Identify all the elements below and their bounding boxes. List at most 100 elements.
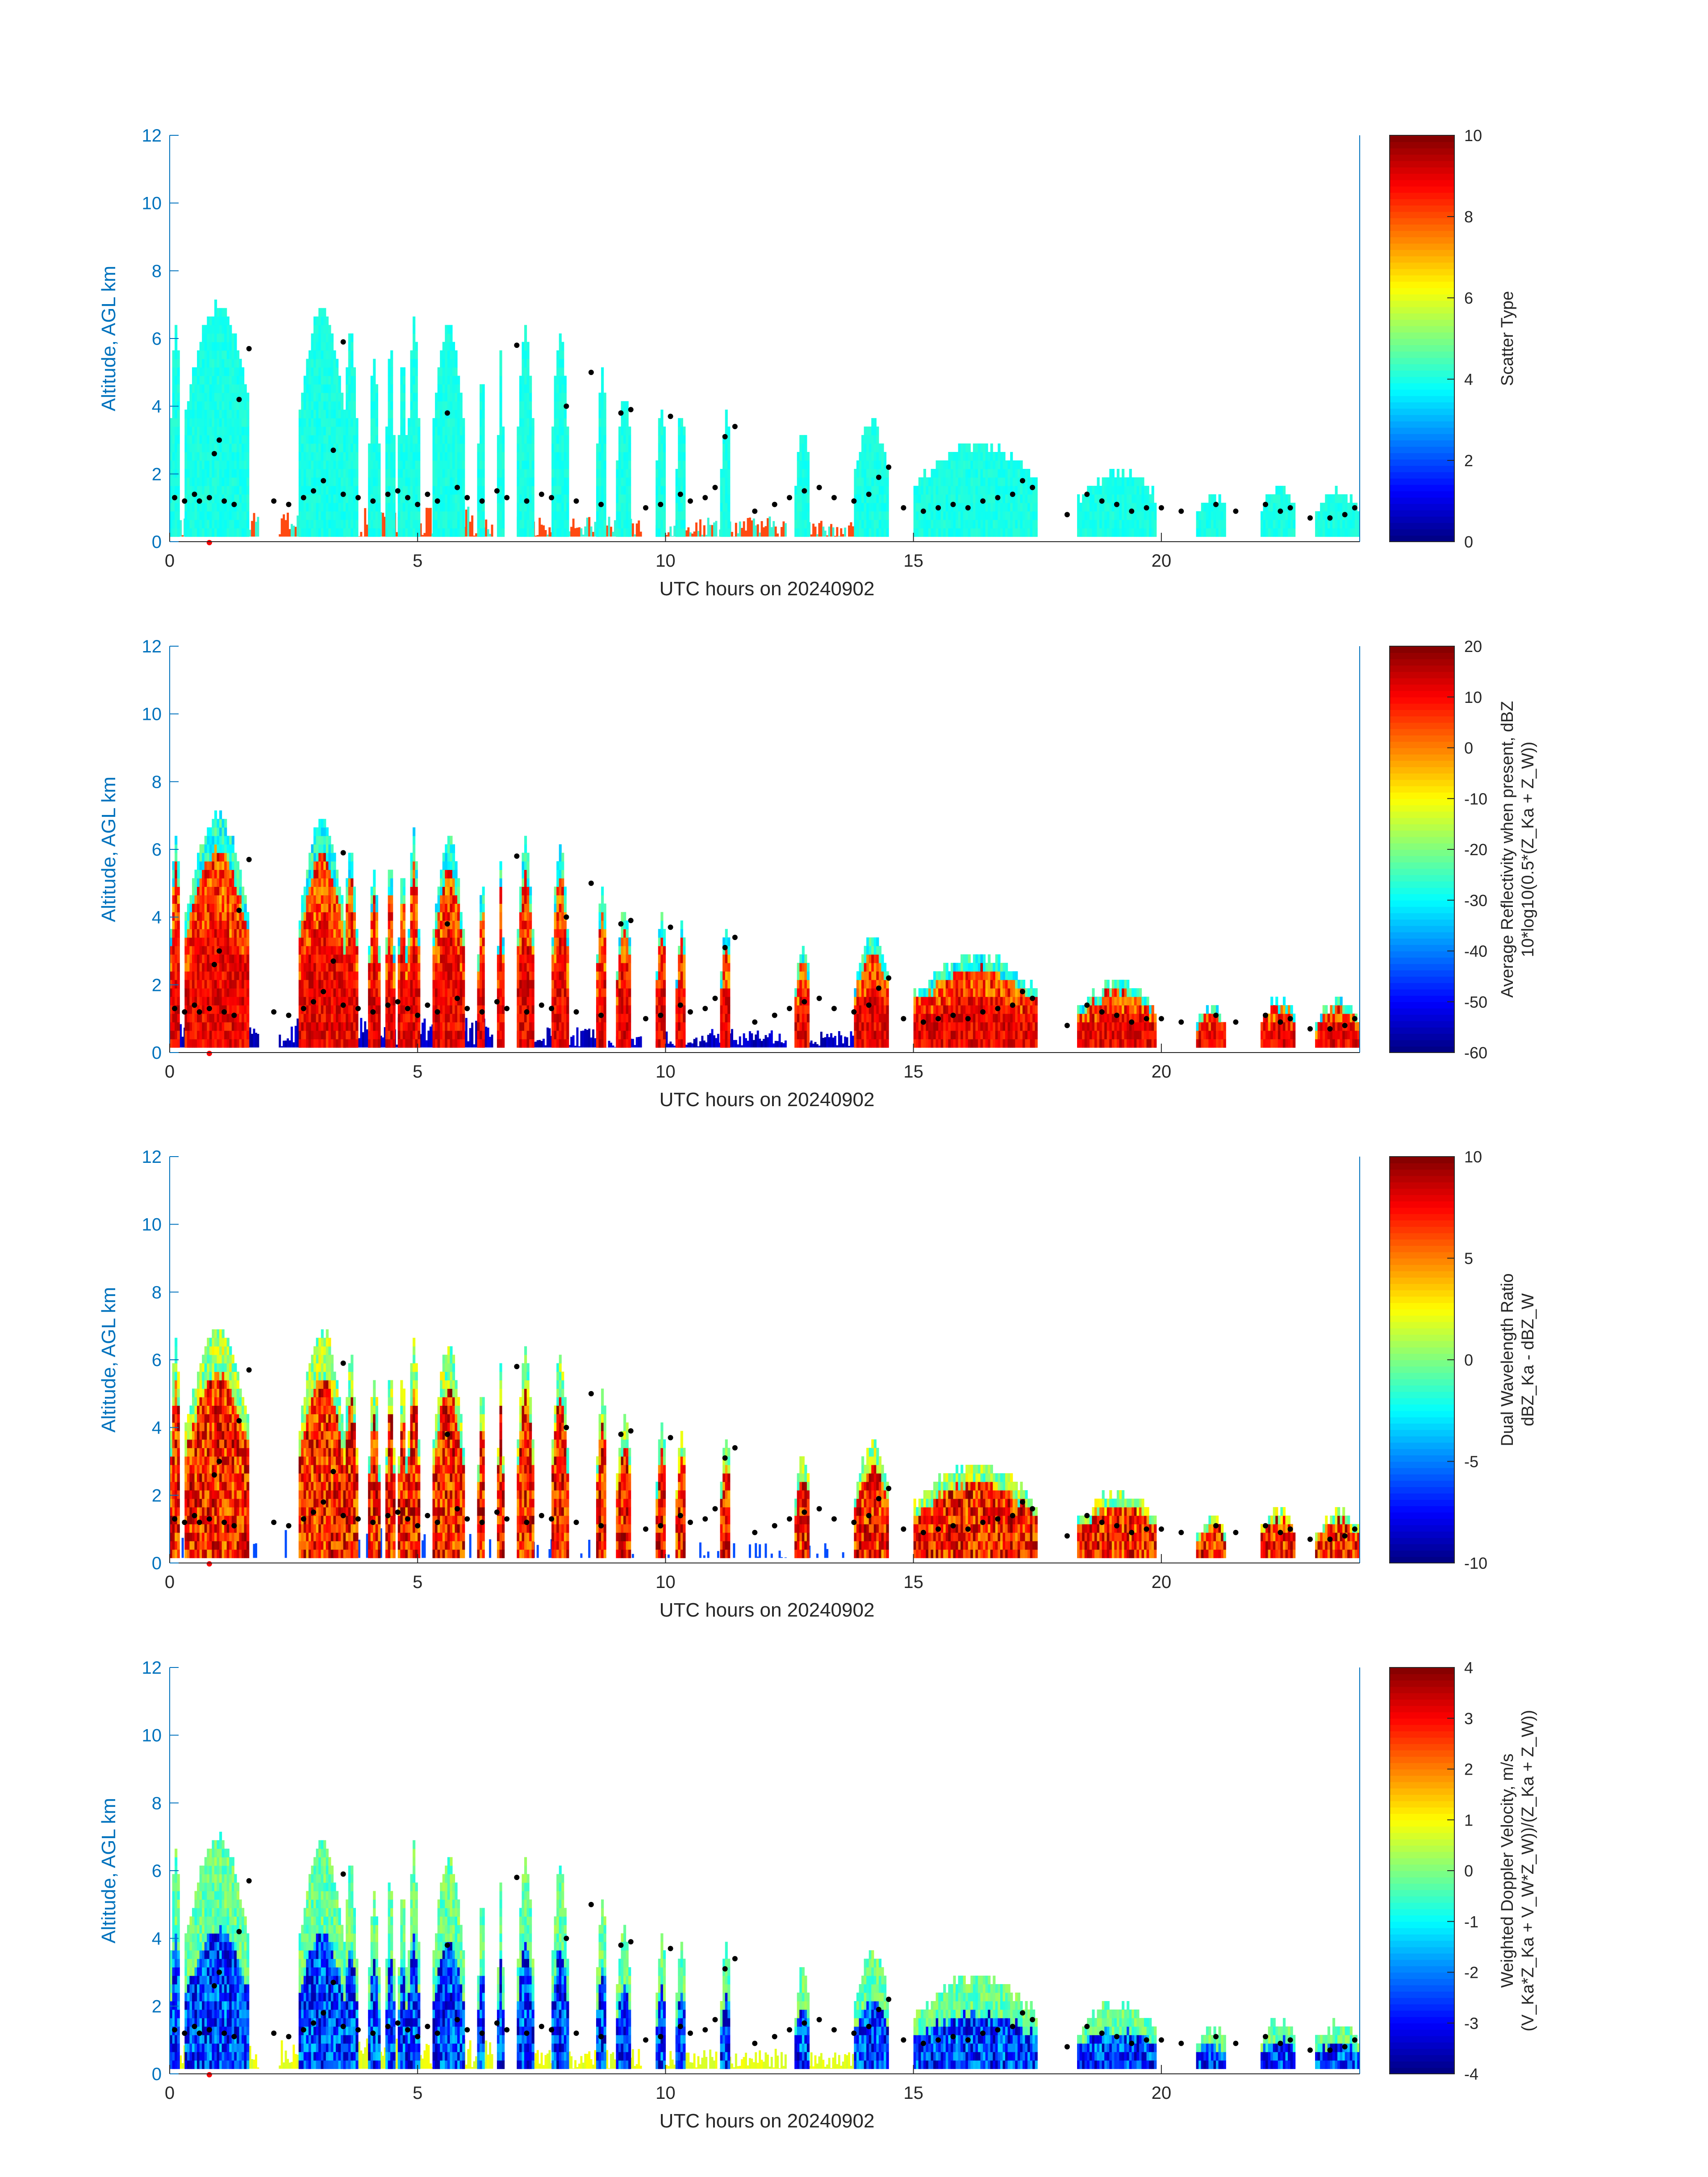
data-cell	[346, 452, 349, 461]
data-cell	[189, 384, 192, 393]
data-cell	[482, 485, 485, 495]
data-cell	[172, 511, 175, 520]
data-cell	[616, 460, 619, 469]
data-cell	[501, 511, 505, 520]
data-cell	[452, 350, 455, 359]
data-cell	[375, 443, 378, 452]
data-cell	[916, 494, 919, 503]
data-cell	[1349, 528, 1353, 537]
data-cell	[212, 886, 215, 895]
data-cell	[886, 494, 889, 503]
data-cell	[219, 468, 222, 478]
data-cell	[861, 443, 864, 452]
data-cell	[308, 528, 312, 537]
data-cell	[886, 485, 889, 495]
data-cell	[202, 342, 205, 351]
data-cell	[402, 376, 406, 384]
data-cell	[170, 1030, 173, 1040]
data-cell	[440, 494, 443, 503]
data-cell	[1022, 528, 1026, 537]
data-cell	[519, 426, 522, 435]
clutter-cell	[283, 514, 285, 537]
data-cell	[933, 528, 936, 537]
data-cell	[236, 376, 240, 384]
data-cell	[950, 452, 954, 461]
data-cell	[226, 1005, 230, 1014]
data-cell	[1263, 502, 1266, 512]
data-cell	[207, 485, 210, 495]
data-cell	[1290, 528, 1293, 537]
data-cell	[338, 477, 341, 486]
data-cell	[236, 963, 240, 972]
data-cell	[226, 443, 230, 452]
data-cell	[172, 1030, 175, 1040]
data-cell	[335, 376, 339, 384]
data-cell	[678, 460, 681, 469]
data-cell	[172, 528, 175, 537]
data-cell	[445, 342, 448, 351]
data-cell	[561, 367, 564, 376]
data-cell	[172, 460, 175, 469]
data-cell	[1223, 502, 1226, 512]
clutter-cell	[850, 1031, 852, 1048]
cloud-base-marker	[217, 437, 222, 443]
data-cell	[993, 485, 996, 495]
clutter-cell	[820, 1032, 823, 1048]
data-cell	[970, 519, 973, 529]
data-cell	[499, 485, 502, 495]
data-cell	[351, 502, 354, 512]
data-cell	[551, 460, 555, 469]
data-cell	[1349, 511, 1353, 520]
data-cell	[400, 384, 403, 393]
data-cell	[720, 502, 723, 512]
data-cell	[373, 401, 376, 410]
data-cell	[1347, 502, 1350, 512]
clutter-cell	[739, 521, 741, 537]
data-cell	[564, 511, 567, 520]
data-cell	[1089, 528, 1092, 537]
data-cell	[725, 418, 728, 427]
data-cell	[410, 502, 413, 512]
data-cell	[871, 418, 874, 427]
clutter-cell	[735, 522, 737, 537]
data-cell	[1208, 511, 1211, 520]
data-cell	[1129, 494, 1132, 503]
data-cell	[869, 502, 872, 512]
data-cell	[224, 912, 227, 921]
data-cell	[440, 519, 443, 529]
data-cell	[214, 1039, 217, 1048]
data-cell	[804, 443, 807, 452]
data-cell	[378, 528, 381, 537]
data-cell	[1263, 528, 1266, 537]
data-cell	[1020, 502, 1023, 512]
data-cell	[219, 1022, 222, 1031]
data-cell	[234, 1013, 237, 1023]
data-cell	[559, 494, 562, 503]
data-cell	[447, 528, 450, 537]
data-cell	[1092, 528, 1095, 537]
data-cell	[437, 494, 440, 503]
data-cell	[1002, 502, 1006, 512]
data-cell	[202, 963, 205, 972]
data-cell	[246, 468, 250, 478]
data-cell	[346, 418, 349, 427]
data-cell	[172, 384, 175, 393]
data-cell	[1116, 511, 1120, 520]
data-cell	[306, 435, 309, 444]
data-cell	[977, 485, 981, 495]
data-cell	[321, 511, 324, 520]
colorbar-swatch	[1390, 414, 1454, 422]
data-cell	[402, 435, 406, 444]
data-cell	[526, 426, 530, 435]
data-cell	[1322, 519, 1325, 529]
data-cell	[410, 528, 413, 537]
data-cell	[242, 494, 245, 503]
data-cell	[1218, 494, 1221, 503]
data-cell	[799, 494, 802, 503]
data-cell	[1268, 528, 1271, 537]
clutter-cell	[570, 526, 573, 537]
data-cell	[1000, 511, 1003, 520]
data-cell	[933, 477, 936, 486]
clutter-cell	[816, 534, 819, 537]
data-cell	[242, 384, 245, 393]
